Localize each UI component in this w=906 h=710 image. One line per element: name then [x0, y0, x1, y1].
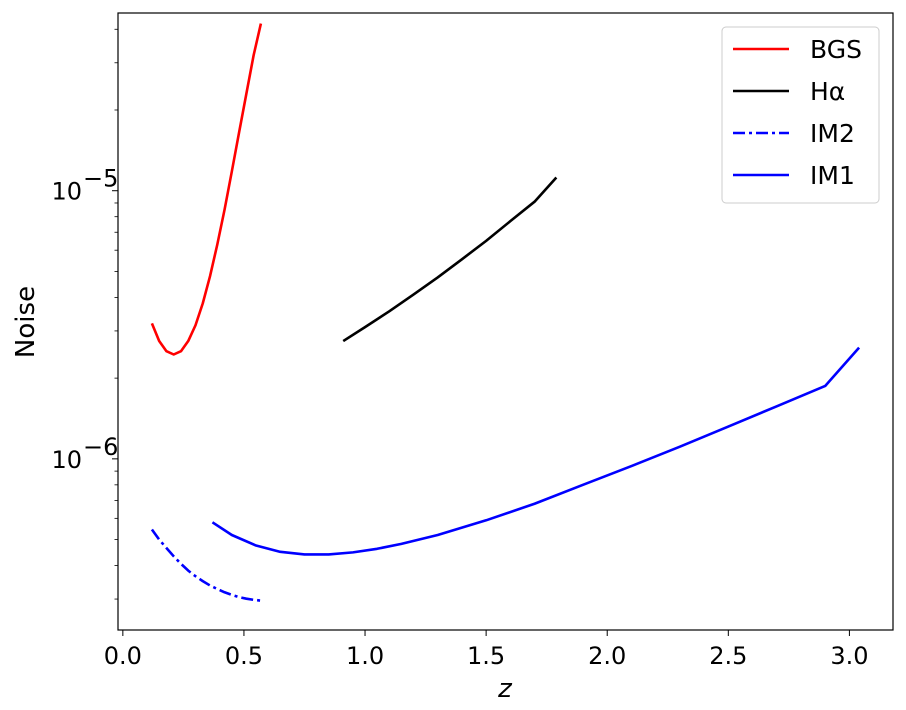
series-line-bgs	[150, 23, 263, 356]
series-line-h	[342, 176, 558, 343]
series-layer	[150, 23, 861, 602]
y-axis: 10−610−5	[51, 28, 118, 600]
y-tick-label: 10	[51, 446, 82, 474]
x-tick-label: 1.5	[467, 642, 505, 670]
x-axis-label: z	[497, 674, 513, 704]
legend-label: IM2	[810, 119, 855, 148]
x-tick-label: 2.5	[709, 642, 747, 670]
legend-label: IM1	[810, 161, 855, 190]
x-axis: 0.0 0.5 1.0 1.5 2.0 2.5 3.0	[104, 630, 868, 670]
legend-label: Hα	[810, 77, 845, 106]
x-tick-label: 3.0	[830, 642, 868, 670]
x-tick-label: 2.0	[588, 642, 626, 670]
plot-frame	[117, 12, 894, 631]
x-tick-label: 0.0	[104, 642, 142, 670]
series-line-im2	[150, 528, 262, 602]
legend-label: BGS	[810, 35, 862, 64]
y-tick-exponent: −5	[83, 165, 118, 193]
legend: BGS Hα IM2 IM1	[721, 26, 880, 204]
y-tick-exponent: −6	[83, 433, 118, 461]
y-tick-label: 10	[51, 178, 82, 206]
y-axis-label: Noise	[11, 286, 41, 358]
x-tick-label: 1.0	[346, 642, 384, 670]
legend-box	[721, 26, 880, 204]
x-tick-label: 0.5	[225, 642, 263, 670]
series-line-im1	[211, 346, 861, 556]
